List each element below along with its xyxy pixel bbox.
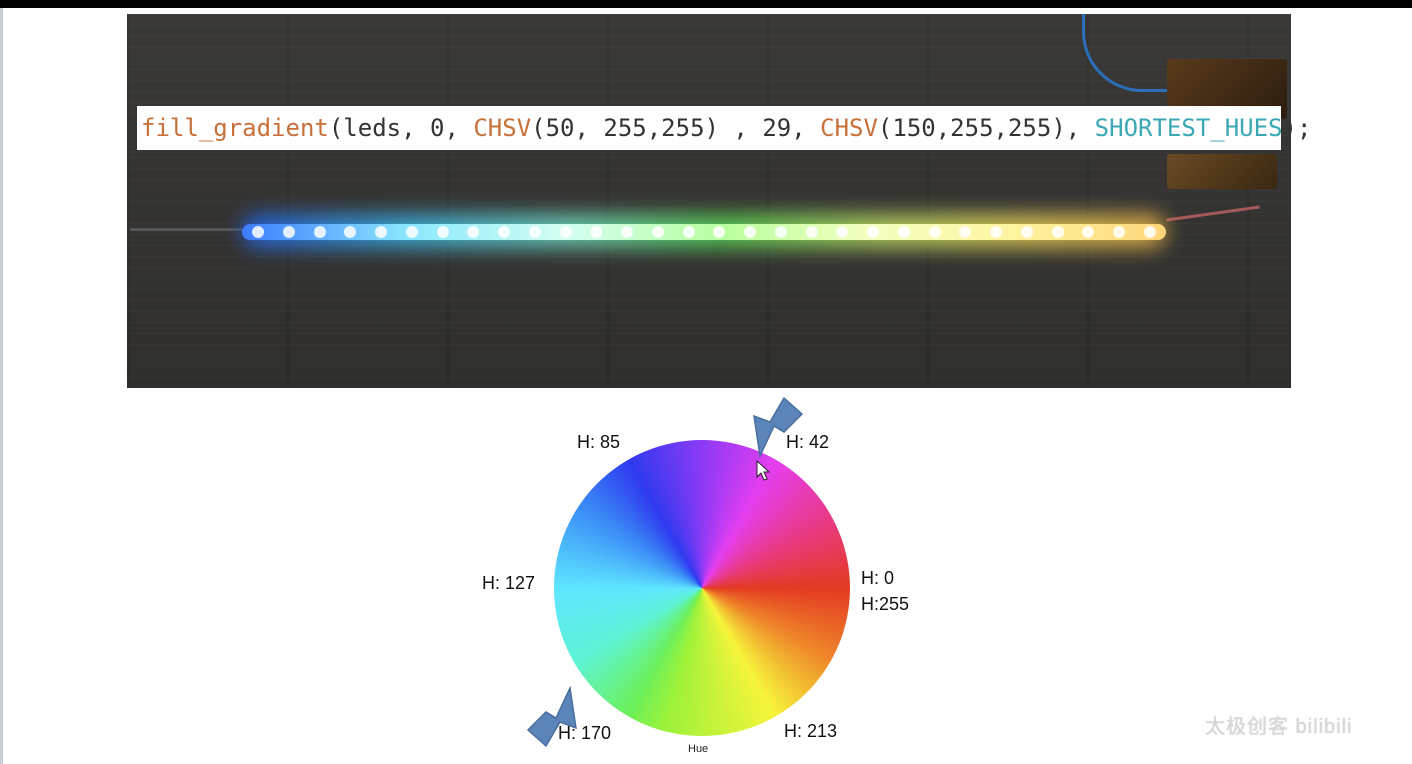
- code-direction: SHORTEST_HUES: [1094, 114, 1283, 142]
- connector-board: [1167, 154, 1277, 189]
- hue-label-255: H:255: [861, 594, 910, 614]
- led-strip-photo: [127, 14, 1291, 388]
- hue-label-213: H: 213: [784, 721, 838, 741]
- watermark: 太极创客 bilibili: [1205, 716, 1353, 738]
- code-chsv-1: CHSV: [473, 114, 532, 142]
- hue-label-170: H: 170: [558, 723, 612, 743]
- code-function-name: fill_gradient: [141, 114, 329, 142]
- code-end: );: [1282, 114, 1312, 142]
- hue-wheel: [554, 440, 850, 736]
- mouse-cursor-icon: [756, 460, 771, 481]
- code-chsv-2-args: (150,255,255),: [877, 114, 1095, 142]
- code-args-1: (leds, 0,: [328, 114, 474, 142]
- hue-label-42: H: 42: [786, 432, 830, 452]
- code-chsv-1-args: (50, 255,255) , 29,: [531, 114, 821, 142]
- code-chsv-2: CHSV: [820, 114, 878, 142]
- hue-label-85: H: 85: [577, 432, 621, 452]
- hue-label-127: H: 127: [482, 573, 536, 593]
- strip-lead-wire: [130, 228, 242, 231]
- window-edge: [0, 8, 3, 764]
- code-snippet: fill_gradient (leds, 0, CHSV (50, 255,255)…: [137, 106, 1311, 150]
- arrow-down-left-icon: [753, 396, 804, 458]
- arrow-up-right-icon: [526, 686, 577, 748]
- led-dots: [242, 224, 1166, 240]
- hue-label-0: H: 0: [861, 568, 895, 588]
- wheel-caption: Hue: [688, 743, 709, 755]
